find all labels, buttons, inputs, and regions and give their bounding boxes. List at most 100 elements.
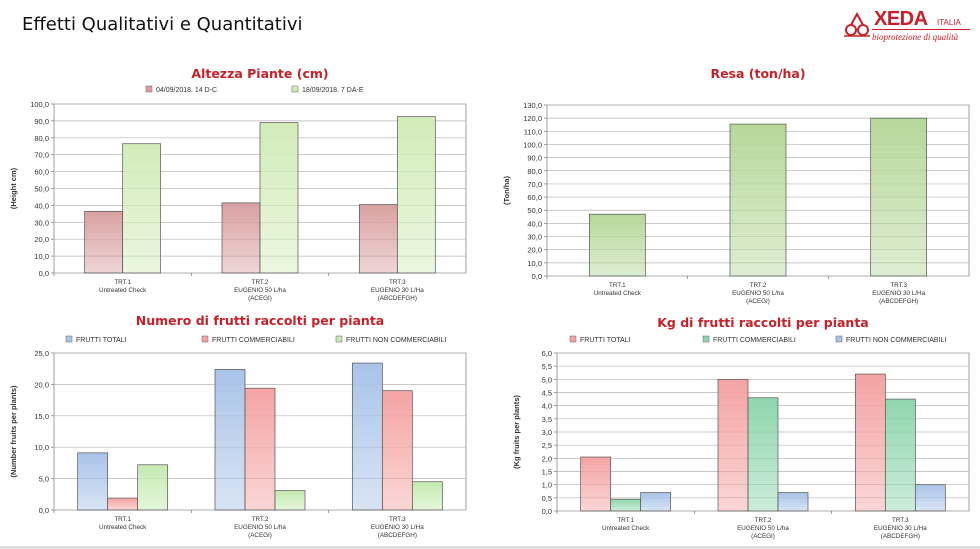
legend-swatch (201, 335, 209, 343)
legend-label: 18/09/2018. 7 DA-E (302, 87, 364, 94)
y-tick-label: 0,0 (39, 269, 49, 278)
x-tick-label: TRT.2 (252, 516, 269, 523)
bar (588, 213, 646, 277)
y-tick-label: 50,0 (527, 206, 542, 215)
logo-divider (872, 29, 970, 30)
bar (396, 116, 436, 274)
x-tick-label: (ABCDEFGH) (881, 533, 920, 540)
bar (84, 210, 124, 274)
y-axis-label: (Ton/ha) (502, 175, 511, 205)
x-tick-label: (ABCDEFGH) (378, 295, 417, 302)
legend-label: FRUTTI NON COMMERCIABILI (846, 337, 946, 344)
x-tick-label: TRT.3 (389, 279, 406, 286)
logo-tagline: bioprotezione di qualità (872, 32, 959, 42)
y-tick-label: 0,0 (542, 507, 552, 516)
x-tick-label: TRT.3 (389, 516, 406, 523)
y-tick-label: 1,0 (542, 481, 552, 490)
y-tick-label: 100,0 (30, 100, 49, 109)
y-tick-label: 80,0 (34, 134, 49, 143)
y-tick-label: 4,0 (542, 402, 552, 411)
x-tick-label: TRT.1 (114, 516, 131, 523)
x-tick-label: TRT.1 (609, 282, 626, 289)
y-tick-label: 60,0 (34, 168, 49, 177)
y-tick-label: 90,0 (527, 154, 542, 163)
page-title: Effetti Qualitativi e Quantitativi (22, 14, 303, 35)
bar (259, 122, 299, 274)
bar (777, 492, 809, 512)
legend-swatch (569, 335, 577, 343)
y-tick-label: 15,0 (34, 412, 49, 421)
y-axis-label: (Number fruits per plants) (9, 385, 18, 478)
x-tick-label: EUGENIO 30 L/Ha (872, 290, 925, 297)
bar (580, 456, 612, 512)
bar (747, 397, 779, 512)
x-tick-label: Untreated Check (99, 287, 147, 294)
y-tick-label: 10,0 (527, 259, 542, 268)
x-tick-label: TRT.2 (252, 279, 269, 286)
legend-swatch (291, 85, 299, 93)
y-tick-label: 50,0 (34, 185, 49, 194)
bar (610, 498, 642, 512)
x-tick-label: (ACEGI) (751, 533, 775, 540)
y-tick-label: 2,5 (542, 441, 552, 450)
bar (854, 373, 886, 512)
bar (122, 143, 162, 274)
bar (221, 202, 261, 274)
legend-swatch (835, 335, 843, 343)
y-tick-label: 0,5 (542, 494, 552, 503)
x-tick-label: EUGENIO 30 L/Ha (371, 287, 424, 294)
legend-swatch (702, 335, 710, 343)
y-axis-label: (Kg fruits per plants) (512, 395, 521, 469)
x-tick-label: EUGENIO 50 L/ha (234, 287, 286, 294)
bar (358, 204, 398, 274)
x-tick-label: TRT.2 (755, 517, 772, 524)
x-tick-label: Untreated Check (99, 524, 147, 531)
bar (137, 464, 169, 511)
bar (729, 123, 787, 277)
y-tick-label: 20,0 (34, 380, 49, 389)
x-tick-label: EUGENIO 50 L/ha (732, 290, 784, 297)
bar (381, 390, 413, 511)
bar (214, 368, 246, 511)
x-tick-label: Untreated Check (594, 290, 642, 297)
x-tick-label: (ACEGI) (248, 295, 272, 302)
x-tick-label: (ABCDEFGH) (378, 532, 417, 539)
x-tick-label: TRT.2 (750, 282, 767, 289)
y-tick-label: 25,0 (34, 349, 49, 358)
x-tick-label: EUGENIO 50 L/ha (234, 524, 286, 531)
x-tick-label: (ACEGI) (746, 298, 770, 305)
x-tick-label: EUGENIO 30 L/Ha (874, 525, 927, 532)
y-tick-label: 100,0 (523, 140, 542, 149)
bar (870, 117, 928, 277)
y-tick-label: 10,0 (34, 443, 49, 452)
x-tick-label: EUGENIO 50 L/ha (737, 525, 789, 532)
y-tick-label: 90,0 (34, 117, 49, 126)
legend-label: FRUTTI COMMERCIABILI (212, 337, 295, 344)
chart-title: Resa (ton/ha) (710, 66, 805, 81)
y-tick-label: 70,0 (34, 151, 49, 160)
y-tick-label: 0,0 (532, 272, 542, 281)
y-tick-label: 60,0 (527, 193, 542, 202)
y-axis-label: (Height cm) (9, 167, 18, 209)
y-tick-label: 5,5 (542, 362, 552, 371)
x-tick-label: Untreated Check (602, 525, 650, 532)
legend-swatch (145, 85, 153, 93)
bar (884, 398, 916, 512)
legend-label: FRUTTI NON COMMERCIABILI (346, 337, 446, 344)
chart-title: Numero di frutti raccolti per pianta (136, 313, 384, 328)
bottom-rule (0, 546, 980, 549)
legend-label: FRUTTI TOTALI (76, 337, 127, 344)
y-tick-label: 5,0 (39, 475, 49, 484)
y-tick-label: 3,5 (542, 415, 552, 424)
y-tick-label: 5,0 (542, 375, 552, 384)
y-tick-label: 120,0 (523, 114, 542, 123)
bar (244, 387, 276, 511)
chart-title: Altezza Piante (cm) (191, 66, 328, 81)
y-tick-label: 0,0 (39, 506, 49, 515)
y-tick-label: 30,0 (34, 218, 49, 227)
bar (640, 492, 672, 512)
